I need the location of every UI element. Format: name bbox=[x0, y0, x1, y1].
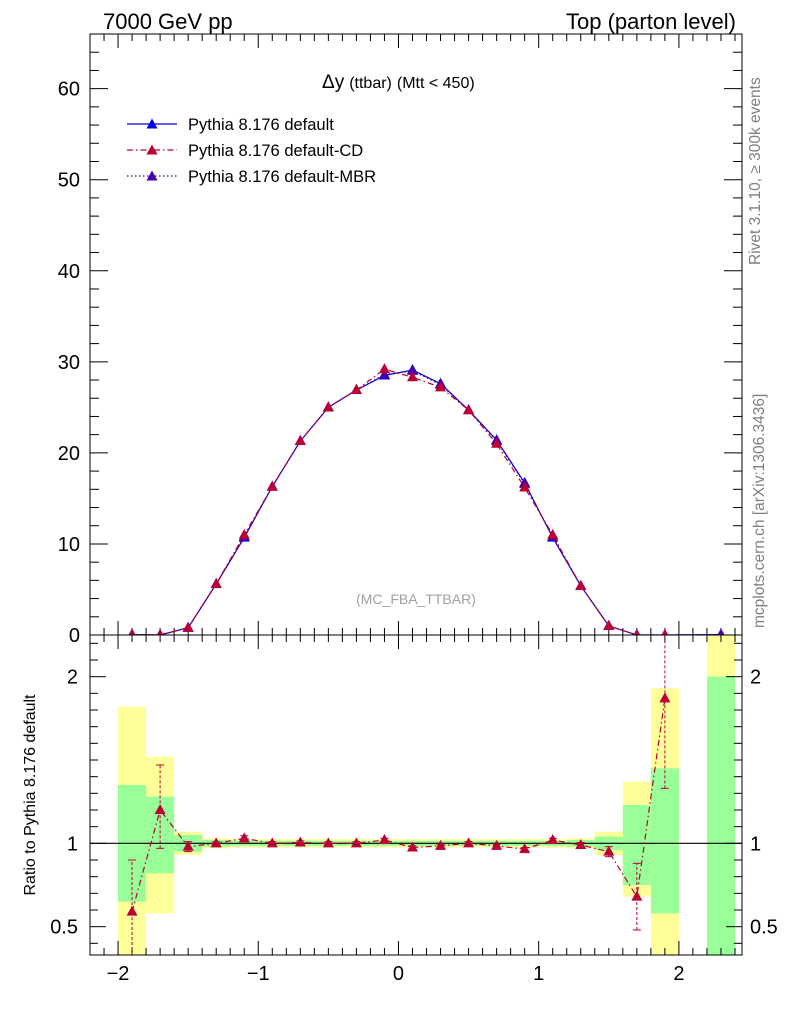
ratio-marker bbox=[266, 837, 278, 848]
ratio-marker bbox=[435, 839, 447, 850]
series-1-marker bbox=[633, 629, 641, 635]
header-right-label: Top (parton level) bbox=[566, 9, 736, 34]
main-plot-ticks: 0 10 20 30 40 50 60 bbox=[58, 33, 742, 647]
x-tick-label: −1 bbox=[247, 963, 270, 985]
uncertainty-band-green bbox=[650, 768, 679, 914]
ratio-marker bbox=[154, 804, 166, 814]
y-tick-label: 40 bbox=[58, 261, 80, 283]
analysis-watermark: (MC_FBA_TTBAR) bbox=[356, 591, 476, 607]
series-1-marker bbox=[491, 437, 503, 448]
ratio-marker bbox=[603, 845, 615, 856]
ratio-marker bbox=[575, 839, 587, 849]
legend-entry-default: Pythia 8.176 default bbox=[127, 116, 334, 134]
legend-marker-cd bbox=[146, 144, 158, 155]
ratio-marker bbox=[547, 834, 559, 844]
series-1-marker bbox=[128, 628, 136, 635]
ratio-y-tick-label-left: 2 bbox=[67, 667, 78, 689]
ratio-plot-frame bbox=[89, 634, 743, 956]
series-1-marker bbox=[519, 481, 531, 492]
y-tick-label: 20 bbox=[58, 443, 80, 465]
uncertainty-band-green bbox=[622, 805, 651, 885]
ratio-marker bbox=[659, 692, 671, 703]
series-1-marker bbox=[547, 528, 559, 539]
x-tick-label: 1 bbox=[533, 963, 544, 985]
legend: Pythia 8.176 default Pythia 8.176 defaul… bbox=[127, 116, 376, 186]
ratio-y-tick-label-right: 2 bbox=[750, 667, 761, 689]
y-tick-label: 10 bbox=[58, 534, 80, 556]
series-1-marker bbox=[575, 579, 587, 590]
ratio-plot-series bbox=[90, 635, 742, 955]
ratio-marker bbox=[322, 837, 334, 848]
ratio-plot-panel: 0.5 0.5 1 1 2 2 −2 −1 0 1 2 Ratio to Pythia 8.176 … bbox=[22, 634, 778, 985]
ratio-y-tick-label-left: 0.5 bbox=[50, 917, 78, 939]
ratio-marker bbox=[182, 840, 194, 851]
ratio-marker bbox=[406, 841, 418, 852]
series-2-marker bbox=[717, 628, 725, 635]
uncertainty-band-green bbox=[706, 676, 735, 955]
series-1-marker bbox=[266, 480, 278, 491]
legend-label-default: Pythia 8.176 default bbox=[188, 116, 334, 134]
ratio-marker bbox=[238, 832, 250, 843]
series-line-1 bbox=[132, 368, 665, 635]
ratio-y-axis-label: Ratio to Pythia 8.176 default bbox=[22, 694, 39, 896]
x-tick-label: −2 bbox=[107, 963, 130, 985]
ratio-marker bbox=[350, 837, 362, 848]
ratio-marker bbox=[210, 837, 222, 848]
y-tick-label: 0 bbox=[69, 625, 80, 647]
series-1-marker bbox=[435, 381, 447, 392]
x-tick-label: 0 bbox=[393, 963, 404, 985]
series-1-marker bbox=[182, 621, 194, 632]
legend-label-mbr: Pythia 8.176 default-MBR bbox=[188, 168, 376, 186]
series-1-marker bbox=[406, 371, 418, 382]
ratio-marker bbox=[491, 839, 503, 850]
series-1-marker bbox=[603, 619, 615, 630]
series-1-marker bbox=[661, 629, 669, 635]
ratio-marker bbox=[294, 836, 306, 847]
series-1-marker bbox=[350, 384, 362, 395]
ratio-marker bbox=[126, 905, 138, 916]
ratio-y-tick-label-right: 0.5 bbox=[750, 917, 778, 939]
series-1-marker bbox=[238, 528, 250, 539]
legend-label-cd: Pythia 8.176 default-CD bbox=[188, 142, 363, 160]
series-1-marker bbox=[463, 404, 475, 415]
y-tick-label: 30 bbox=[58, 352, 80, 374]
series-2-marker bbox=[406, 364, 418, 375]
ratio-y-tick-label-right: 1 bbox=[750, 833, 761, 855]
x-tick-label: 2 bbox=[673, 963, 684, 985]
legend-entry-mbr: Pythia 8.176 default-MBR bbox=[127, 168, 376, 186]
series-1-marker bbox=[378, 363, 390, 374]
ratio-uncertainty-bands bbox=[118, 635, 735, 955]
y-tick-label: 50 bbox=[58, 170, 80, 192]
rivet-version-label: Rivet 3.1.10, ≥ 300k events bbox=[747, 77, 764, 265]
header-left-label: 7000 GeV pp bbox=[103, 9, 233, 34]
main-plot-series bbox=[128, 363, 725, 635]
plot-title: Δy (ttbar) (Mtt < 450) bbox=[322, 72, 475, 93]
ratio-plot-ticks: 0.5 0.5 1 1 2 2 −2 −1 0 1 2 bbox=[50, 635, 778, 985]
series-1-marker bbox=[294, 435, 306, 446]
ratio-series-line bbox=[131, 698, 666, 912]
series-1-marker bbox=[322, 401, 334, 412]
mcplots-label: mcplots.cern.ch [arXiv:1306.3436] bbox=[751, 394, 768, 628]
series-1-marker bbox=[156, 629, 164, 635]
ratio-marker bbox=[463, 837, 475, 848]
series-2-marker bbox=[378, 368, 390, 379]
legend-marker-mbr bbox=[146, 170, 158, 181]
y-tick-label: 60 bbox=[58, 79, 80, 101]
main-plot-panel: 0 10 20 30 40 50 60 Δy (ttbar) (Mtt < 450) Pythi… bbox=[58, 33, 743, 647]
ratio-marker bbox=[631, 890, 643, 901]
ratio-y-tick-label-left: 1 bbox=[67, 833, 78, 855]
ratio-marker bbox=[378, 834, 390, 844]
ratio-marker bbox=[519, 843, 531, 854]
legend-marker-default bbox=[146, 118, 158, 129]
legend-entry-cd: Pythia 8.176 default-CD bbox=[127, 142, 363, 160]
series-1-marker bbox=[210, 578, 222, 589]
